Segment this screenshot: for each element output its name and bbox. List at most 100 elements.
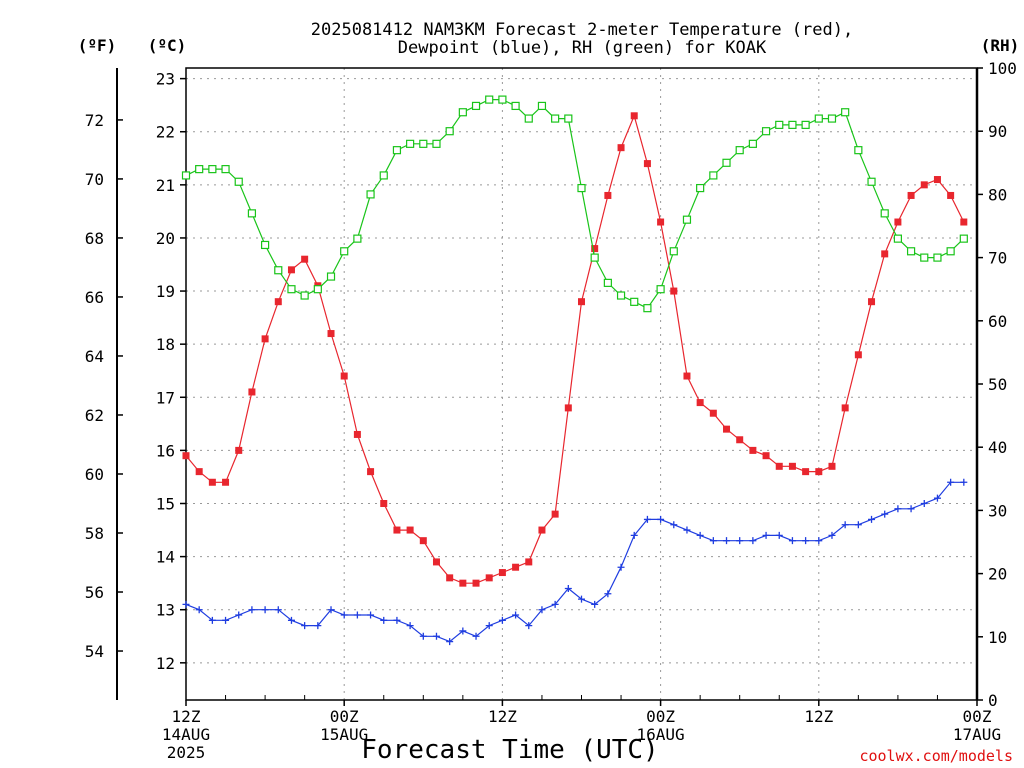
dewpoint-point (393, 616, 401, 624)
dewpoint-point (604, 590, 612, 598)
rh-point (827, 114, 837, 123)
dewpoint-point (380, 616, 388, 624)
rh-point (208, 165, 217, 174)
dewpoint-point (340, 611, 348, 619)
temperature-point (709, 409, 717, 417)
rh-tick-label: 70 (988, 249, 1007, 268)
x-tick-label: 00Z (330, 707, 359, 726)
rh-point (340, 247, 349, 256)
dewpoint-point (538, 606, 546, 614)
dewpoint-point (617, 563, 625, 571)
celsius-tick-label: 15 (156, 494, 175, 513)
temperature-point (841, 404, 849, 412)
x-tick-label: 16AUG (637, 725, 685, 744)
temperature-point (960, 218, 968, 226)
celsius-tick-label: 22 (156, 123, 175, 142)
dewpoint-point (723, 537, 731, 545)
rh-point (458, 108, 467, 117)
temperature-point (287, 266, 295, 274)
rh-tick-label: 50 (988, 375, 1007, 394)
dewpoint-point (657, 515, 665, 523)
dewpoint-point (762, 531, 770, 539)
dewpoint-point (815, 537, 823, 545)
dewpoint-point (301, 622, 309, 630)
dewpoint-point (775, 531, 783, 539)
rh-point (748, 139, 757, 148)
chart-title-line1: 2025081412 NAM3KM Forecast 2-meter Tempe… (311, 20, 853, 40)
celsius-tick-label: 23 (156, 70, 175, 89)
fahrenheit-tick-label: 66 (85, 288, 104, 307)
rh-point (933, 253, 942, 262)
temperature-point (525, 558, 533, 566)
dewpoint-point (643, 515, 651, 523)
rh-point (524, 114, 533, 123)
rh-point (854, 146, 863, 155)
temperature-point (208, 478, 216, 486)
fahrenheit-unit-label: (ºF) (78, 36, 117, 55)
dewpoint-point (881, 510, 889, 518)
celsius-tick-label: 17 (156, 388, 175, 407)
grid (186, 68, 977, 700)
temperature-point (854, 351, 862, 359)
rh-tick-label: 90 (988, 122, 1007, 141)
dewpoint-point (419, 632, 427, 640)
celsius-tick-label: 13 (156, 601, 175, 620)
dewpoint-point (446, 638, 454, 646)
x-tick-label: 14AUG (162, 725, 210, 744)
rh-point (867, 177, 876, 186)
temperature-point (406, 526, 414, 534)
rh-point (946, 247, 955, 256)
temperature-point (367, 468, 375, 476)
dewpoint-point (736, 537, 744, 545)
dewpoint-point (222, 616, 230, 624)
rh-point (959, 234, 968, 243)
rh-tick-label: 10 (988, 628, 1007, 647)
fahrenheit-tick-label: 64 (85, 347, 104, 366)
x-tick-label: 2025 (167, 743, 206, 762)
temperature-point (446, 574, 454, 582)
temperature-point (248, 388, 256, 396)
fahrenheit-tick-label: 70 (85, 170, 104, 189)
dewpoint-point (894, 505, 902, 513)
temperature-point (881, 250, 889, 258)
fahrenheit-tick-label: 58 (85, 524, 104, 543)
rh-point (577, 183, 586, 193)
temperature-point (419, 537, 427, 545)
temperature-point (274, 298, 282, 306)
rh-tick-label: 60 (988, 312, 1007, 331)
rh-point (709, 171, 718, 180)
dewpoint-point (788, 537, 796, 545)
dewpoint-point (854, 521, 862, 529)
rh-point (353, 234, 362, 243)
temperature-point (617, 144, 625, 152)
rh-point (590, 253, 599, 262)
rh-point (485, 95, 494, 104)
temperature-point (604, 191, 612, 199)
dewpoint-point (353, 611, 361, 619)
rh-point (669, 247, 678, 256)
rh-tick-label: 40 (988, 438, 1007, 457)
dewpoint-point (525, 622, 533, 630)
rh-point (247, 209, 257, 218)
rh-point (419, 139, 428, 148)
celsius-tick-label: 14 (156, 548, 175, 567)
x-tick-label: 15AUG (320, 725, 368, 744)
dewpoint-point (248, 606, 256, 614)
dewpoint-point (485, 622, 493, 630)
dewpoint-point (498, 616, 506, 624)
rh-tick-label: 0 (988, 691, 998, 710)
temperature-point (459, 579, 467, 587)
temperature-point (195, 468, 203, 476)
temperature-point (788, 462, 796, 470)
temperature-point (657, 218, 665, 226)
data-series (181, 95, 968, 646)
temperature-point (802, 468, 810, 476)
rh-point (195, 165, 204, 174)
dewpoint-point (920, 499, 928, 507)
temperature-point (920, 181, 928, 189)
rh-point (735, 146, 744, 155)
dewpoint-point (551, 600, 559, 608)
rh-series (181, 95, 968, 313)
dewpoint-point (195, 606, 203, 614)
celsius-tick-label: 20 (156, 229, 175, 248)
